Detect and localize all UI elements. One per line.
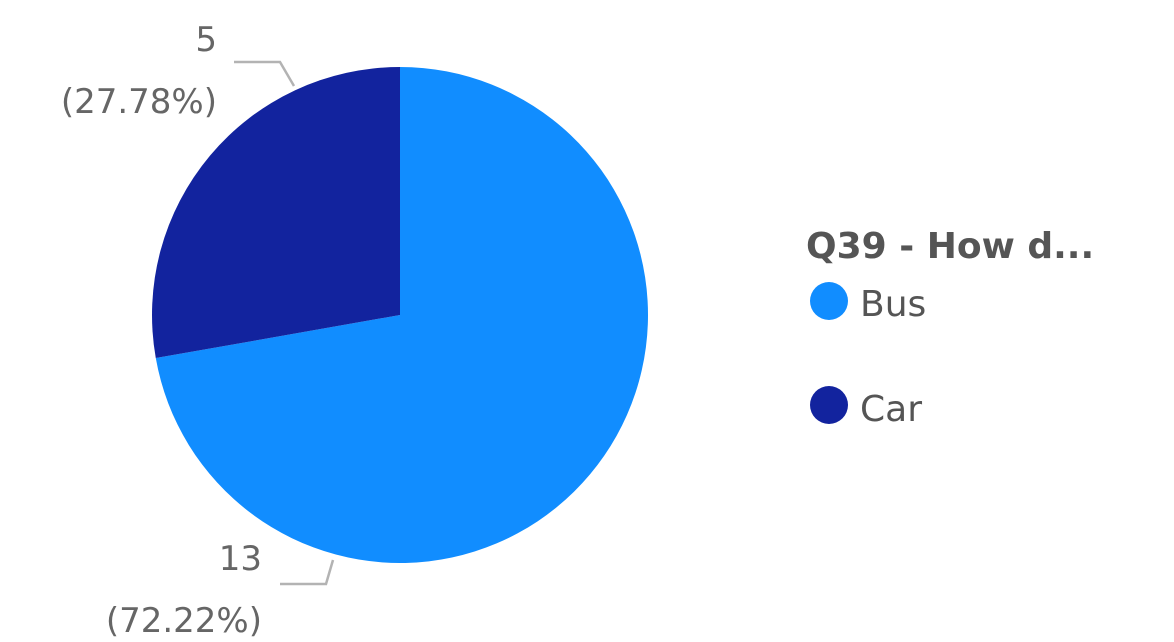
data-label-car-percent: (27.78%) [61,82,217,122]
pie-slice-car[interactable] [152,67,400,359]
data-label-bus-percent: (72.22%) [106,601,262,641]
legend-marker-bus [810,282,848,320]
leader-line-car [234,60,296,87]
legend-title: Q39 - How d... [806,226,1094,267]
data-label-car: 5 (27.78%) [61,20,217,122]
legend-label-car: Car [860,389,922,430]
legend: Q39 - How d... Bus Car [806,226,1094,430]
pie-slice-bus[interactable] [155,67,649,563]
pie-slices [152,67,649,563]
legend-item-car[interactable]: Car [810,386,922,430]
legend-label-bus: Bus [860,284,926,325]
leader-lines [234,60,335,586]
data-label-bus-value: 13 [219,539,262,579]
data-label-bus: 13 (72.22%) [106,539,262,641]
data-label-car-value: 5 [195,20,217,60]
leader-line-bus [280,559,335,586]
legend-marker-car [810,386,848,424]
legend-item-bus[interactable]: Bus [810,282,926,325]
